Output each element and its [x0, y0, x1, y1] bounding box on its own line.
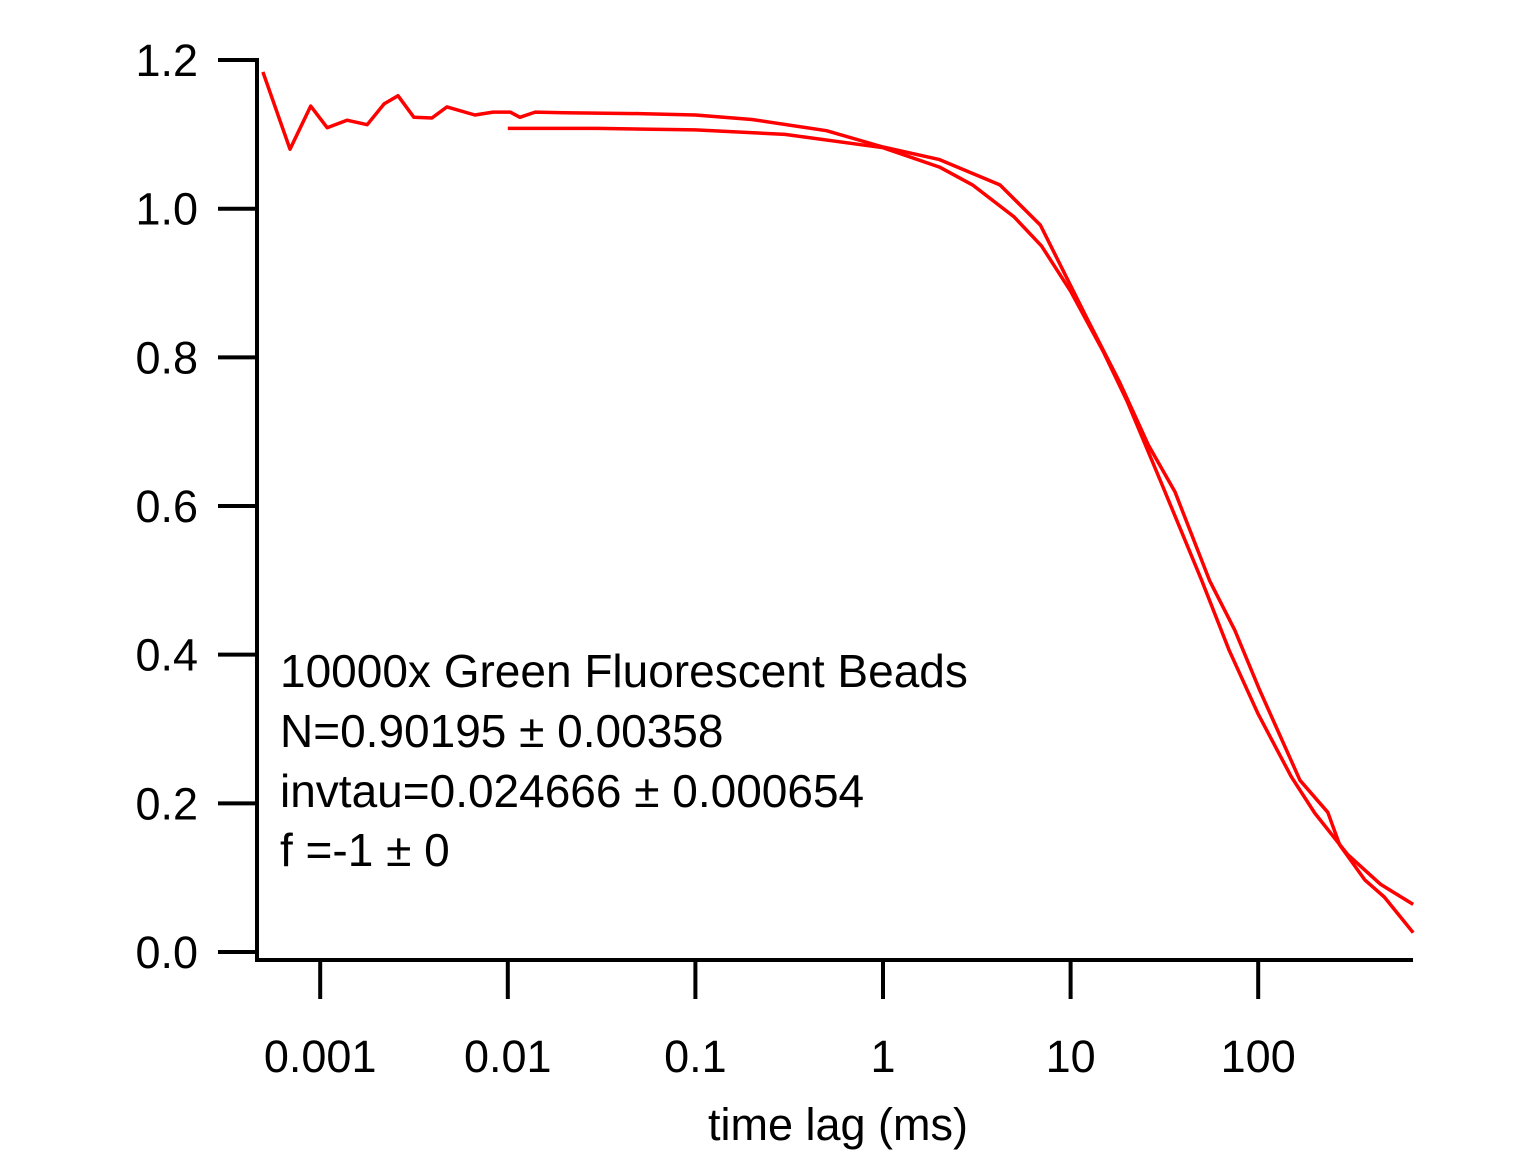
- y-ticks: 0.0 0.2 0.4 0.6 0.8 1.0 1.2: [135, 35, 257, 978]
- x-axis-label: time lag (ms): [708, 1099, 968, 1150]
- series-layer: [261, 71, 1415, 934]
- annotation-invtau: invtau=0.024666 ± 0.000654: [280, 765, 864, 817]
- x-ticks: 0.001 0.01 0.1 1 10 100: [264, 960, 1296, 1082]
- y-tick-label: 1.0: [135, 184, 198, 235]
- y-tick-label: 0.8: [135, 332, 198, 383]
- series-data-line: [261, 71, 1415, 934]
- x-tick-label: 1: [870, 1031, 895, 1082]
- y-tick-label: 0.4: [135, 630, 198, 681]
- y-tick-label: 0.0: [135, 927, 198, 978]
- y-tick-label: 0.2: [135, 778, 198, 829]
- y-tick-label: 1.2: [135, 35, 198, 86]
- x-tick-label: 10: [1046, 1031, 1096, 1082]
- annotation-n: N=0.90195 ± 0.00358: [280, 705, 723, 757]
- series-fit-line: [507, 126, 1415, 906]
- fit-annotation: 10000x Green Fluorescent Beads N=0.90195…: [280, 645, 968, 876]
- x-tick-label: 0.001: [264, 1031, 377, 1082]
- annotation-f: f =-1 ± 0: [280, 824, 450, 876]
- y-tick-label: 0.6: [135, 481, 198, 532]
- x-tick-label: 100: [1221, 1031, 1296, 1082]
- x-tick-label: 0.01: [464, 1031, 552, 1082]
- annotation-title: 10000x Green Fluorescent Beads: [280, 645, 968, 697]
- x-tick-label: 0.1: [664, 1031, 727, 1082]
